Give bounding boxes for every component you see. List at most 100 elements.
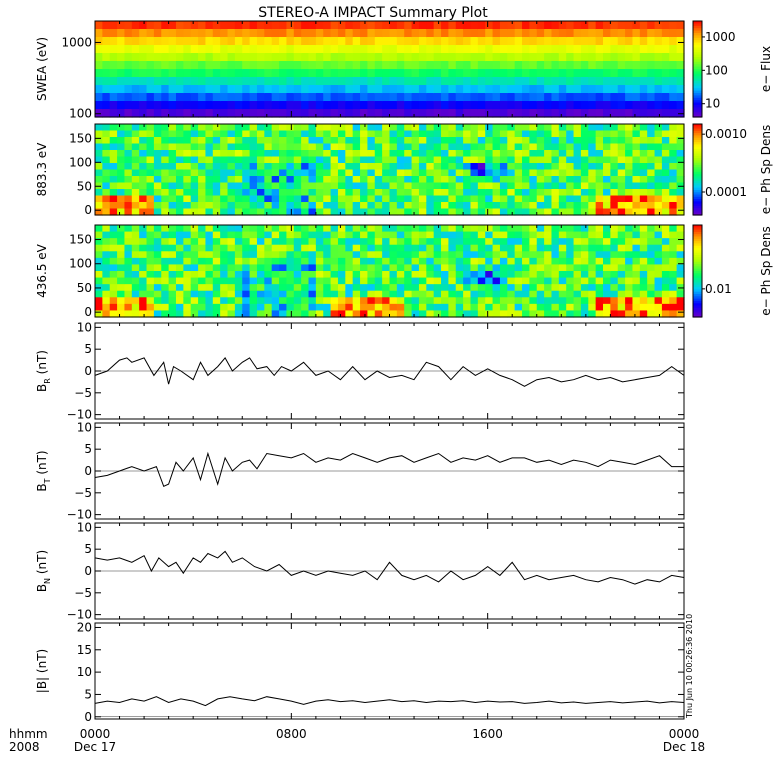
heatmap-cell [588,208,597,216]
heatmap-cell [441,264,449,272]
colorbar-segment [693,261,702,265]
heatmap-cell [588,137,597,145]
colorbar-segment [693,312,702,316]
heatmap-cell [418,244,427,252]
heatmap-cell [139,202,148,210]
heatmap-cell [455,45,464,54]
render-timestamp: Thu Jun 10 00:26:36 2010 [685,614,694,719]
heatmap-cell [544,238,553,246]
heatmap-cell [264,189,273,197]
heatmap-cell [161,29,170,38]
heatmap-cell [102,77,111,86]
heatmap-cell [463,61,472,70]
heatmap-cell [382,290,391,298]
heatmap-cell [507,130,516,138]
heatmap-cell [625,195,634,203]
heatmap-cell [396,225,405,233]
heatmap-cell [654,130,663,138]
heatmap-cell [404,53,413,62]
heatmap-cell [242,101,251,110]
heatmap-cell [558,257,567,266]
heatmap-cell [396,37,405,46]
y-tick-label: 5 [84,442,92,456]
heatmap-cell [595,290,604,298]
heatmap-cell [382,251,391,259]
heatmap-cell [470,244,479,252]
heatmap-cell [249,109,258,118]
heatmap-cell [249,284,258,292]
heatmap-cell [470,77,479,86]
colorbar-segment [693,52,702,56]
heatmap-cell [220,130,229,138]
heatmap-cell [175,85,184,94]
heatmap-cell [234,271,243,279]
heatmap-cell [175,208,184,216]
heatmap-cell [492,143,501,151]
heatmap-cell [676,238,685,246]
heatmap-cell [293,37,302,46]
heatmap-cell [131,61,140,70]
heatmap-cell [183,310,192,318]
heatmap-cell [249,176,258,184]
heatmap-cell [286,297,295,305]
heatmap-cell [455,290,464,298]
heatmap-cell [492,53,501,62]
heatmap-cell [470,156,479,164]
plot-title: STEREO-A IMPACT Summary Plot [258,5,488,21]
heatmap-cell [308,137,317,145]
heatmap-cell [639,93,648,102]
heatmap-cell [323,101,332,110]
heatmap-cell [242,29,251,38]
heatmap-cell [301,124,310,132]
heatmap-cell [661,284,670,292]
heatmap-cell [139,130,148,138]
heatmap-cell [625,163,634,171]
colorbar-label: e− Flux [759,46,773,92]
heatmap-cell [507,53,516,62]
heatmap-cell [323,109,332,118]
heatmap-cell [212,163,221,171]
heatmap-cell [441,176,449,184]
heatmap-cell [441,208,449,216]
heatmap-cell [153,21,162,30]
heatmap-cell [330,169,339,177]
heatmap-cell [183,124,192,132]
heatmap-cell [234,195,243,203]
heatmap-cell [337,297,346,305]
colorbar-segment [693,310,702,313]
heatmap-cell [566,271,575,279]
heatmap-cell [595,156,604,164]
heatmap-cell [499,176,508,184]
heatmap-cell [448,225,457,233]
colorbar-segment [693,93,702,96]
heatmap-cell [441,284,449,292]
heatmap-cell [367,251,376,259]
heatmap-cell [573,45,582,54]
heatmap-cell [544,271,553,279]
heatmap-cell [625,231,634,239]
heatmap-cell [676,101,685,110]
heatmap-cell [279,37,288,46]
heatmap-cell [330,150,339,158]
heatmap-cell [492,69,501,78]
heatmap-cell [382,45,391,54]
heatmap-cell [536,45,545,54]
heatmap-cell [411,277,420,285]
heatmap-cell [220,251,229,259]
heatmap-cell [382,29,391,38]
heatmap-cell [404,202,413,210]
heatmap-cell [654,208,663,216]
heatmap-cell [345,93,354,102]
heatmap-cell [249,310,258,318]
heatmap-cell [161,202,170,210]
colorbar-segment [693,199,702,202]
heatmap-cell [632,93,641,102]
heatmap-cell [183,29,192,38]
heatmap-cell [522,257,530,266]
heatmap-cell [168,297,177,305]
heatmap-cell [499,143,508,151]
heatmap-cell [117,29,126,38]
heatmap-cell [470,29,479,38]
heatmap-cell [374,189,383,197]
heatmap-cell [345,53,354,62]
